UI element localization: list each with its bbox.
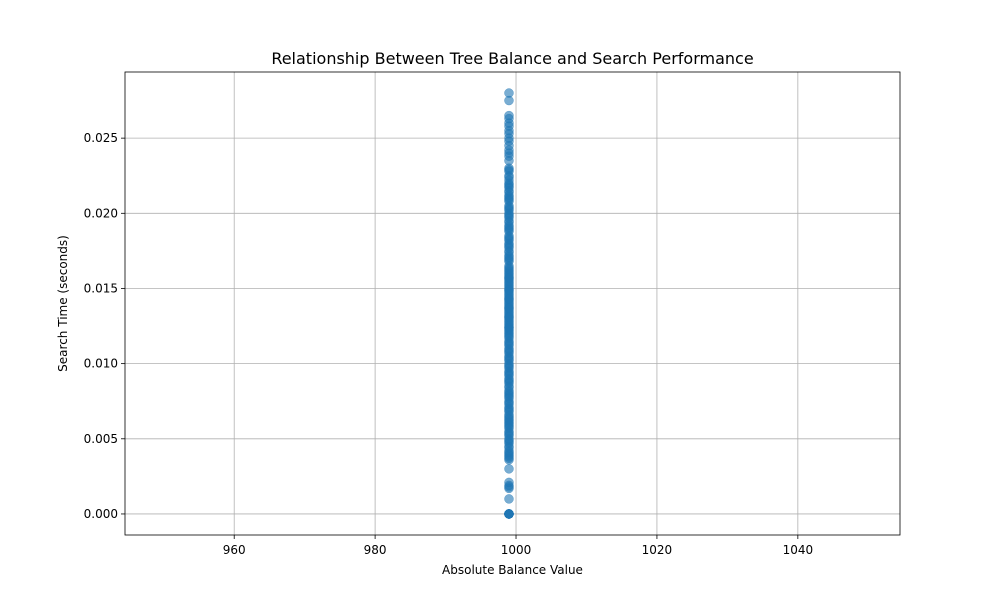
scatter-point [504, 213, 514, 223]
scatter-point [504, 234, 514, 244]
scatter-point [504, 378, 514, 388]
points-layer [504, 88, 514, 519]
ticks-layer: 960 980 1000 1020 1040 0.000 0.005 0.010 0.015 0.… [84, 131, 813, 557]
scatter-point [504, 285, 514, 295]
scatter-point [504, 303, 514, 313]
scatter-point [504, 294, 514, 304]
x-tick-label: 1020 [642, 543, 673, 557]
scatter-point [504, 482, 514, 492]
scatter-point [504, 164, 514, 175]
y-tick-label: 0.015 [84, 281, 118, 295]
scatter-point [504, 464, 514, 474]
scatter-point [504, 110, 514, 121]
scatter-point [504, 204, 514, 214]
y-tick-label: 0.020 [84, 206, 118, 220]
y-tick-label: 0.010 [84, 357, 118, 371]
scatter-point [504, 312, 514, 322]
scatter-point [504, 222, 514, 232]
scatter-point [504, 509, 514, 519]
y-tick-label: 0.025 [84, 131, 118, 145]
chart-title: Relationship Between Tree Balance and Se… [271, 49, 753, 68]
scatter-point [504, 252, 514, 262]
x-tick-label: 1040 [783, 543, 814, 557]
plot-frame [124, 71, 901, 536]
scatter-point [504, 393, 514, 403]
scatter-point [504, 435, 514, 446]
x-tick-label: 960 [223, 543, 246, 557]
scatter-point [504, 273, 514, 283]
scatter-point [504, 361, 514, 372]
x-tick-label: 1000 [501, 543, 532, 557]
y-tick-label: 0.005 [84, 432, 118, 446]
x-axis-label: Absolute Balance Value [442, 563, 583, 577]
scatter-point [504, 183, 514, 193]
x-tick-label: 980 [364, 543, 387, 557]
y-axis-label: Search Time (seconds) [56, 235, 70, 372]
scatter-point [504, 243, 514, 253]
y-tick-label: 0.000 [84, 507, 118, 521]
scatter-point [504, 264, 514, 274]
scatter-point [504, 88, 514, 98]
scatter-point [504, 192, 514, 202]
scatter-point [504, 322, 514, 333]
scatter-point [504, 494, 514, 504]
